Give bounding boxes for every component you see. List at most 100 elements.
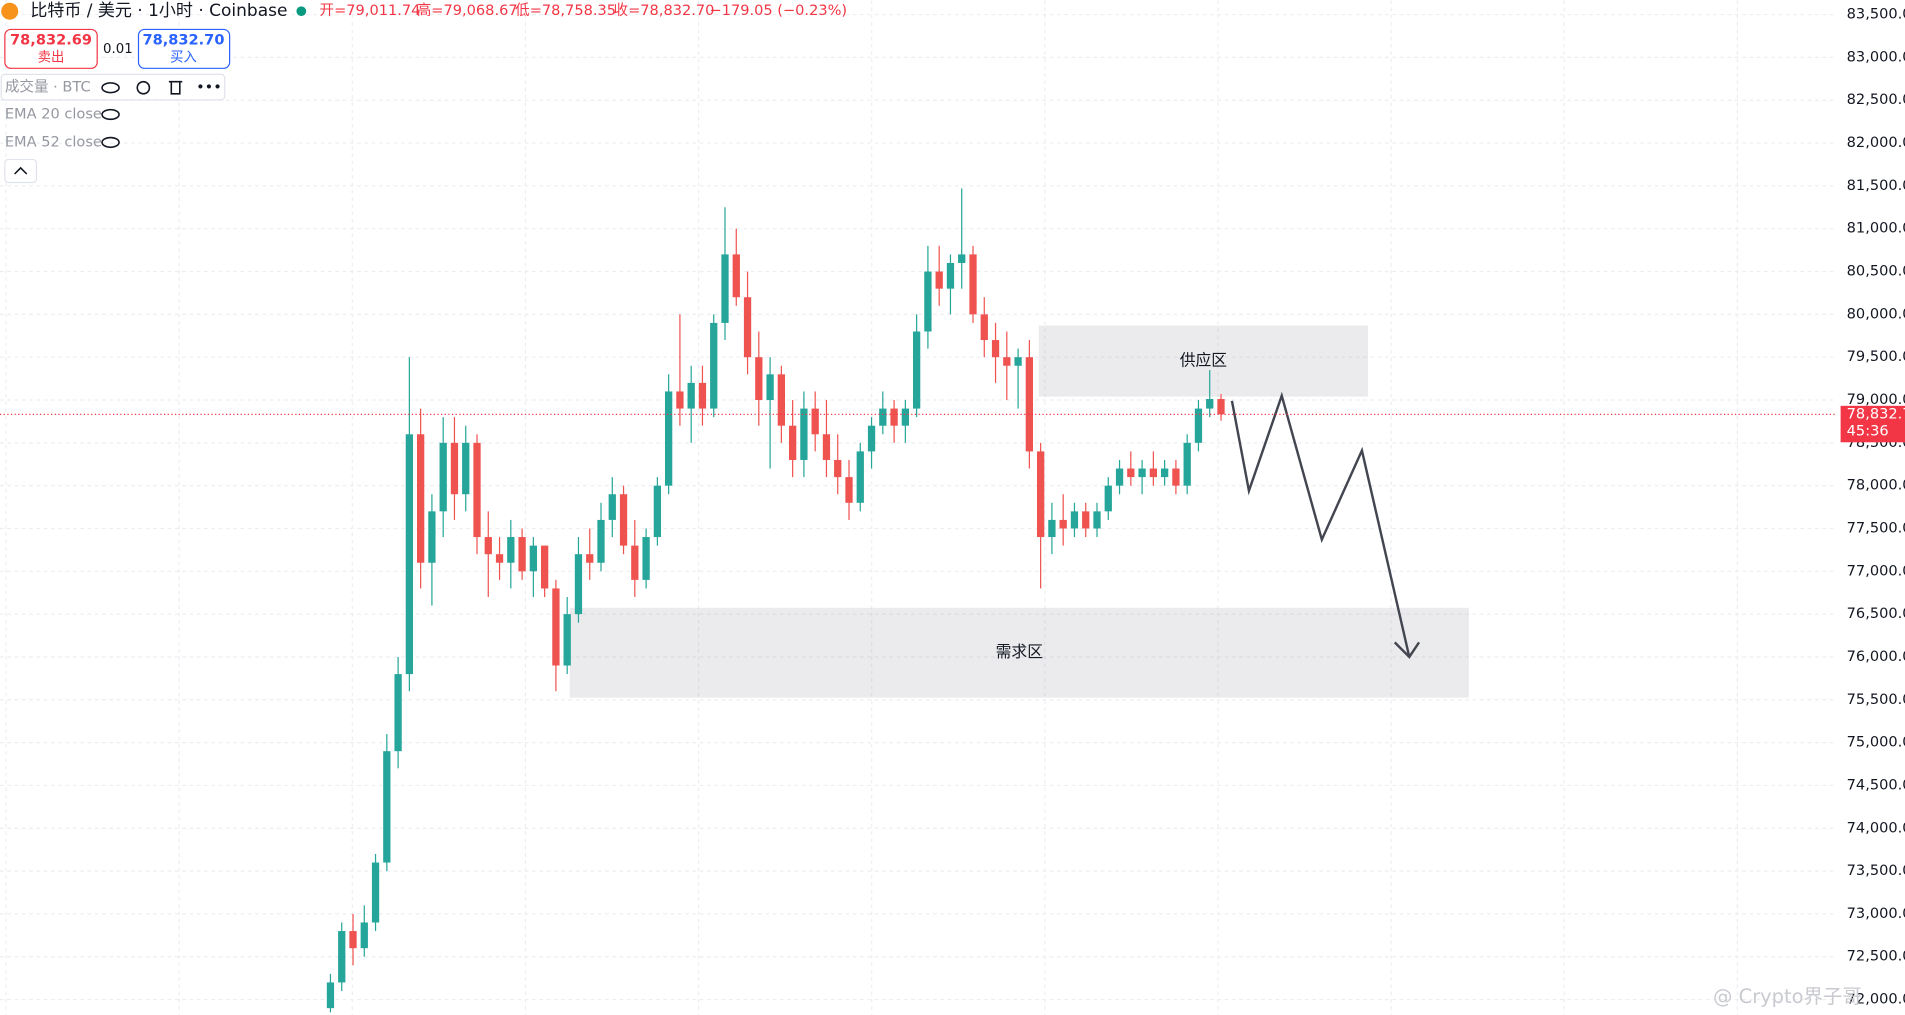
candle-body [766,374,774,401]
status-dot [296,6,307,17]
y-tick-label: 79,500.00 [1847,348,1905,365]
candle-body [1082,511,1090,529]
y-tick-label: 80,500.00 [1847,263,1905,280]
open: 开=79,011.74 [320,2,421,19]
candle-body [507,537,515,563]
candle-body [495,554,504,563]
hide-icon[interactable] [101,82,120,94]
candle-body [879,408,887,426]
candle-body [1093,511,1101,529]
y-tick-label: 81,500.00 [1847,177,1905,194]
y-tick-label: 83,500.00 [1847,6,1905,23]
zone [569,607,1469,698]
candle-body [935,271,943,289]
candle-body [958,254,966,263]
candle-body [845,477,853,503]
high: 高=79,068.67 [417,2,518,19]
candle-body [777,374,786,426]
change: −179.05 (−0.23%) [710,2,848,19]
indicator[interactable]: EMA 20 close [5,105,102,122]
y-tick-label: 83,000.00 [1847,48,1905,65]
y-tick-label: 73,500.00 [1847,862,1905,879]
candle-body [563,614,571,666]
zone-label: 需求区 [996,642,1044,661]
candle-body [755,357,763,401]
y-tick-label: 74,500.00 [1847,776,1905,793]
candle-body [867,425,876,452]
candle-body [710,322,718,409]
candle-body [642,537,650,580]
candle-body [1149,468,1158,478]
candle-body [619,494,628,546]
more-icon[interactable]: ••• [196,79,222,96]
sell-label: 卖出 [38,49,65,65]
candle-body [901,408,910,426]
collapse-button[interactable] [4,158,38,184]
buy-button[interactable] [137,28,231,69]
y-tick-label: 78,000.00 [1847,477,1905,494]
candle-body [383,751,391,863]
candle-body [450,442,459,495]
y-tick-label: 77,500.00 [1847,519,1905,536]
y-tick-label: 72,000.00 [1847,991,1905,1008]
countdown: 45:36 [1847,422,1889,439]
candle-body [743,297,752,358]
y-tick-label: 77,000.00 [1847,562,1905,579]
candle-body [416,434,425,563]
candle-body [1014,357,1022,366]
candle-body [473,442,481,538]
coin-icon [1,2,19,20]
candle-body [1115,468,1124,486]
candle-body [394,674,402,752]
candle-body [439,442,447,512]
zone-label: 供应区 [1180,351,1228,370]
candle-body [371,862,380,923]
candle-body [586,554,594,563]
candle-body [653,485,662,538]
candle-body [1104,485,1112,512]
candle-body [360,922,368,949]
y-tick-label: 75,500.00 [1847,691,1905,708]
low: 低=78,758.35 [515,2,616,19]
indicator[interactable]: 成交量 · BTC [5,78,91,96]
indicator[interactable]: EMA 52 close [5,133,102,150]
candle-body [631,545,639,580]
candle-body [1036,451,1045,538]
candle-body [822,434,831,460]
y-tick-label: 82,500.00 [1847,91,1905,108]
candle-body [946,262,955,289]
candle-body [338,931,346,983]
hide-icon[interactable] [101,136,120,149]
y-tick-label: 82,000.00 [1847,134,1905,151]
candle-body [1160,468,1169,478]
candle-body [1127,468,1135,478]
delete-icon[interactable] [168,80,183,95]
close: 收=78,832.70 [614,2,715,19]
buy-label: 买入 [170,49,197,65]
candle-body [597,519,605,563]
candle-body [1217,399,1225,415]
spread: 0.01 [103,42,133,57]
candle-body [732,254,740,298]
candle-body [664,391,673,486]
hide-icon[interactable] [101,108,120,121]
candle-body [698,382,707,409]
y-tick-label: 80,000.00 [1847,305,1905,322]
symbol[interactable]: 比特币 / 美元 · 1小时 · Coinbase [30,1,287,21]
y-tick-label: 75,000.00 [1847,734,1905,751]
last-price-label: 78,832.70 [1847,405,1905,422]
indicator-row [0,73,226,101]
settings-icon[interactable] [136,80,151,95]
buy-price: 78,832.70 [142,31,224,48]
collapse-icon [14,166,28,175]
candle-body [1194,408,1203,443]
sell-button[interactable] [4,28,98,69]
candle-body [1172,468,1180,486]
y-tick-label: 76,500.00 [1847,605,1905,622]
candle-body [788,425,797,460]
candle-body [834,459,842,478]
candle-body [529,545,538,572]
last-price-tag [1840,405,1905,443]
candle-body [687,382,695,409]
